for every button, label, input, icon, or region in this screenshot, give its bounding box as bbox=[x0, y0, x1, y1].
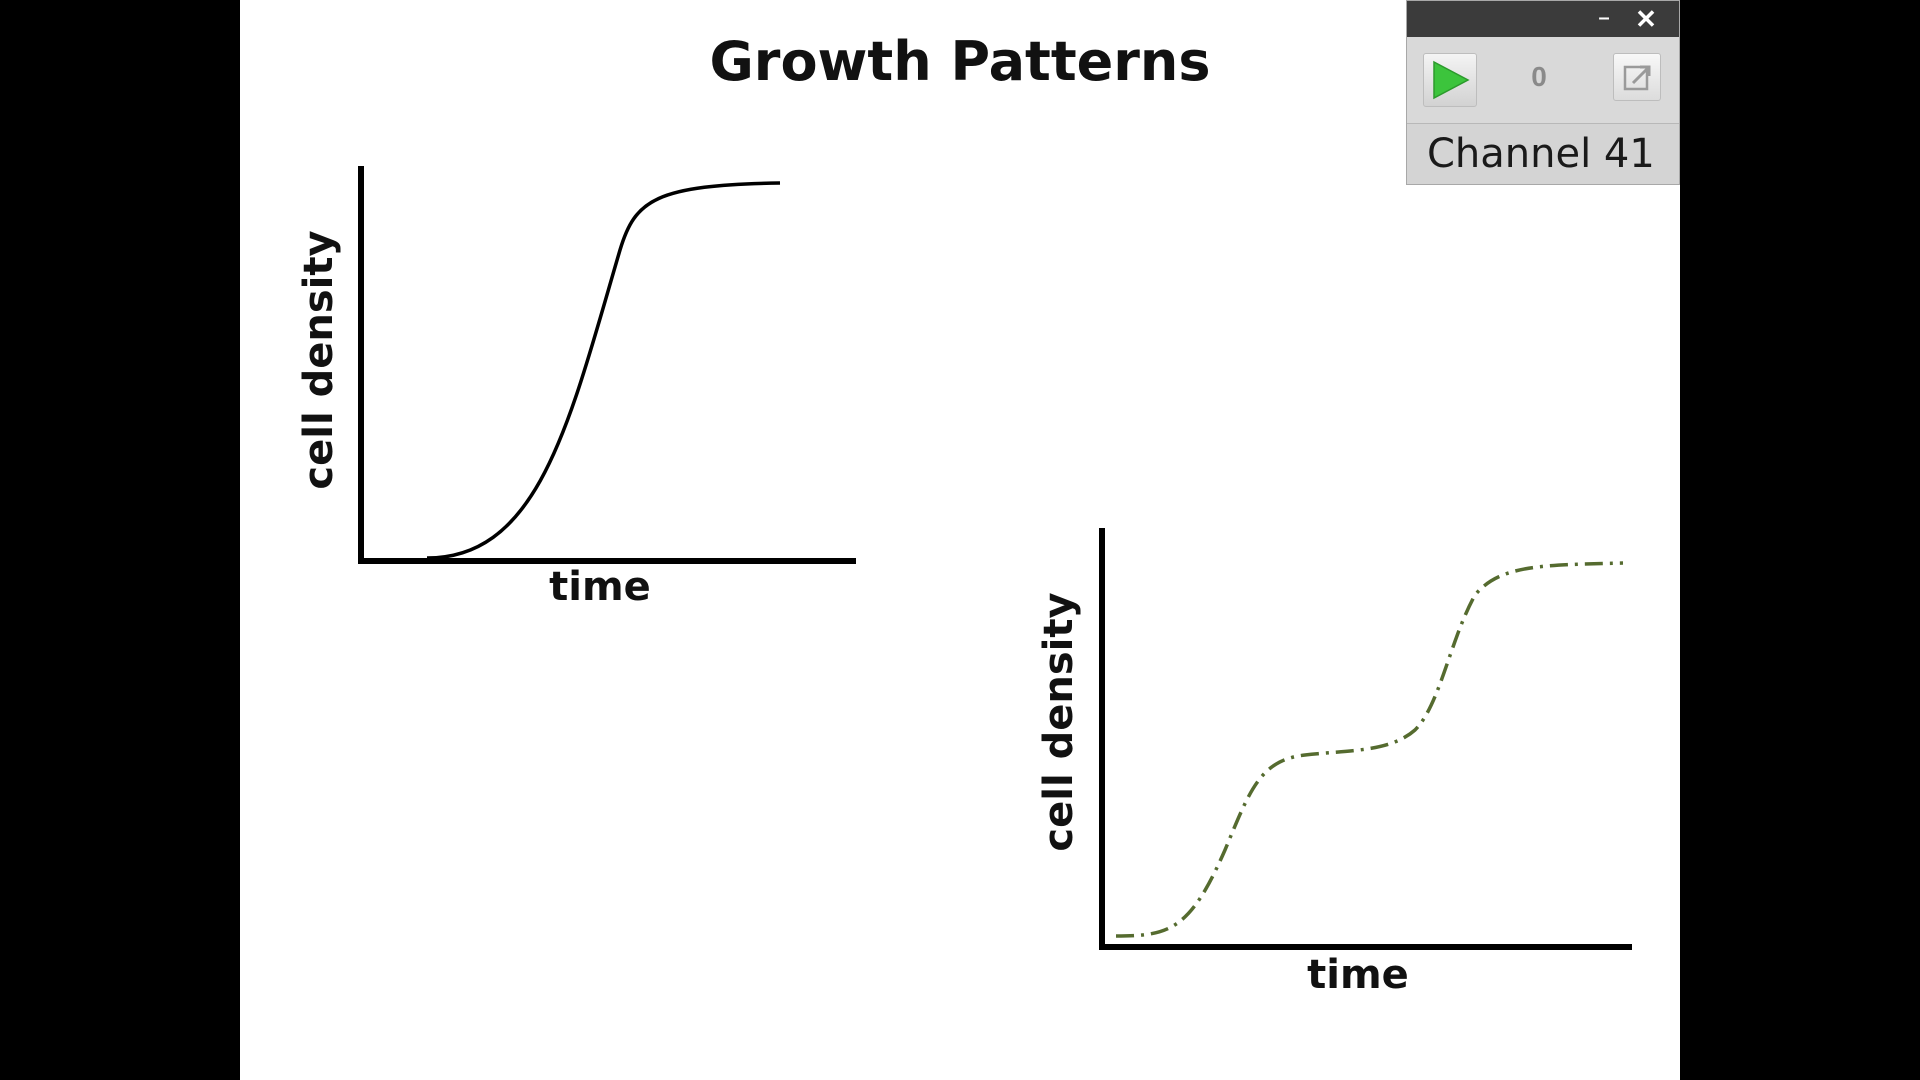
play-button[interactable] bbox=[1423, 53, 1477, 107]
widget-titlebar[interactable]: – ✕ bbox=[1407, 1, 1679, 37]
chart-right-ylabel: cell density bbox=[1036, 592, 1082, 851]
channel-label: Channel 41 bbox=[1427, 131, 1655, 177]
chart-left: cell density time bbox=[296, 166, 856, 610]
chart-right-xlabel: time bbox=[1307, 952, 1409, 998]
viewer-counter: 0 bbox=[1531, 61, 1547, 92]
popout-icon bbox=[1623, 65, 1651, 91]
chart-left-ylabel: cell density bbox=[296, 230, 342, 489]
chart-right-growth-curve bbox=[1115, 561, 1624, 938]
slide-title: Growth Patterns bbox=[709, 30, 1211, 93]
chart-left-growth-curve bbox=[426, 181, 781, 560]
widget-controls: 0 bbox=[1407, 37, 1679, 124]
close-button[interactable]: ✕ bbox=[1635, 4, 1657, 34]
play-icon bbox=[1433, 60, 1470, 100]
channel-widget: – ✕ 0 Channel 41 bbox=[1406, 0, 1680, 185]
minimize-button[interactable]: – bbox=[1598, 7, 1610, 29]
chart-right: cell density time bbox=[1036, 528, 1632, 998]
popout-button[interactable] bbox=[1613, 53, 1661, 101]
chart-left-xlabel: time bbox=[549, 564, 651, 610]
growth-charts: cell density time cell density time bbox=[296, 166, 1632, 998]
